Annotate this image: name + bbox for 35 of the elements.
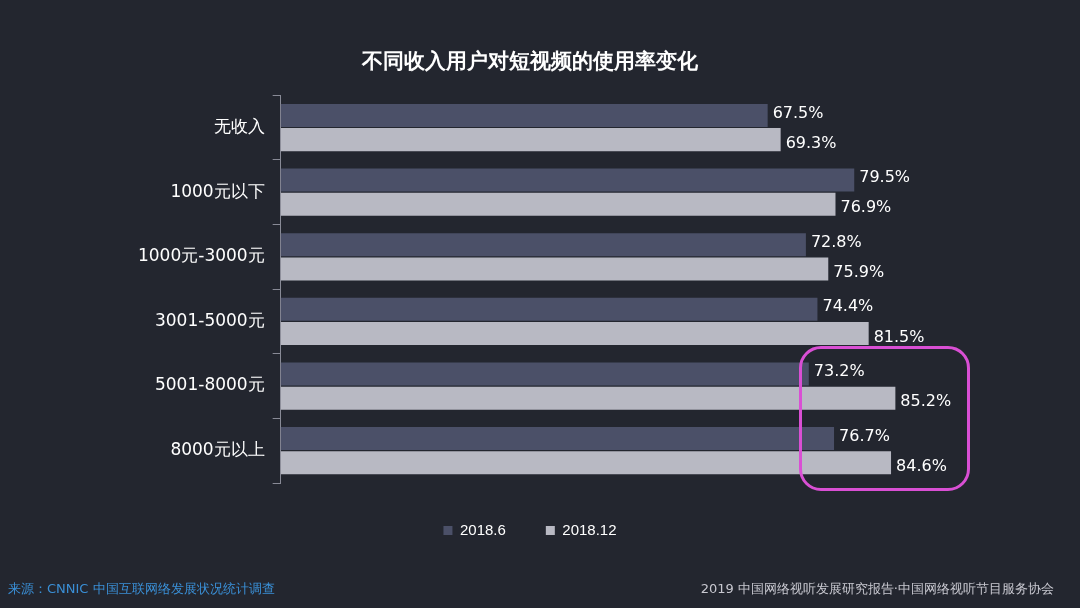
data-label: 69.3%: [785, 132, 837, 152]
source-note: 来源：CNNIC 中国互联网络发展状况统计调查: [8, 580, 275, 598]
bar: [280, 427, 835, 451]
bar: [280, 168, 855, 192]
bar: [280, 322, 869, 346]
data-label: 73.2%: [813, 361, 865, 381]
legend-label: 2018.12: [562, 520, 617, 538]
y-tick-label: 1000元以下: [170, 180, 265, 201]
bar: [280, 297, 818, 321]
data-label: 84.6%: [896, 455, 947, 475]
legend-label: 2018.6: [459, 520, 506, 538]
y-tick-label: 8000元以上: [170, 439, 265, 460]
bar: [280, 103, 768, 127]
bar: [280, 233, 806, 257]
data-label: 76.7%: [839, 425, 890, 445]
y-tick-label: 无收入: [213, 115, 265, 136]
data-label: 72.8%: [810, 231, 862, 251]
bar: [280, 386, 896, 410]
data-label: 67.5%: [772, 102, 824, 122]
y-tick-label: 3001-5000元: [154, 309, 265, 330]
bar: [280, 451, 892, 475]
bar: [280, 128, 781, 152]
data-label: 74.4%: [822, 296, 874, 316]
data-label: 75.9%: [833, 262, 885, 282]
data-label: 76.9%: [840, 197, 892, 217]
y-tick-label: 1000元-3000元: [137, 245, 265, 266]
data-label: 79.5%: [859, 167, 911, 187]
bar: [280, 362, 809, 386]
text: 2019 中国网络视听发展研究报告·中国网络视听节目服务协会: [700, 580, 1054, 598]
bar: [280, 257, 829, 281]
y-tick-label: 5001-8000元: [154, 374, 265, 395]
data-label: 85.2%: [900, 391, 952, 411]
data-label: 81.5%: [873, 326, 925, 346]
bar: [280, 192, 836, 216]
chart-title: 不同收入用户对短视频的使用率变化: [361, 49, 699, 74]
